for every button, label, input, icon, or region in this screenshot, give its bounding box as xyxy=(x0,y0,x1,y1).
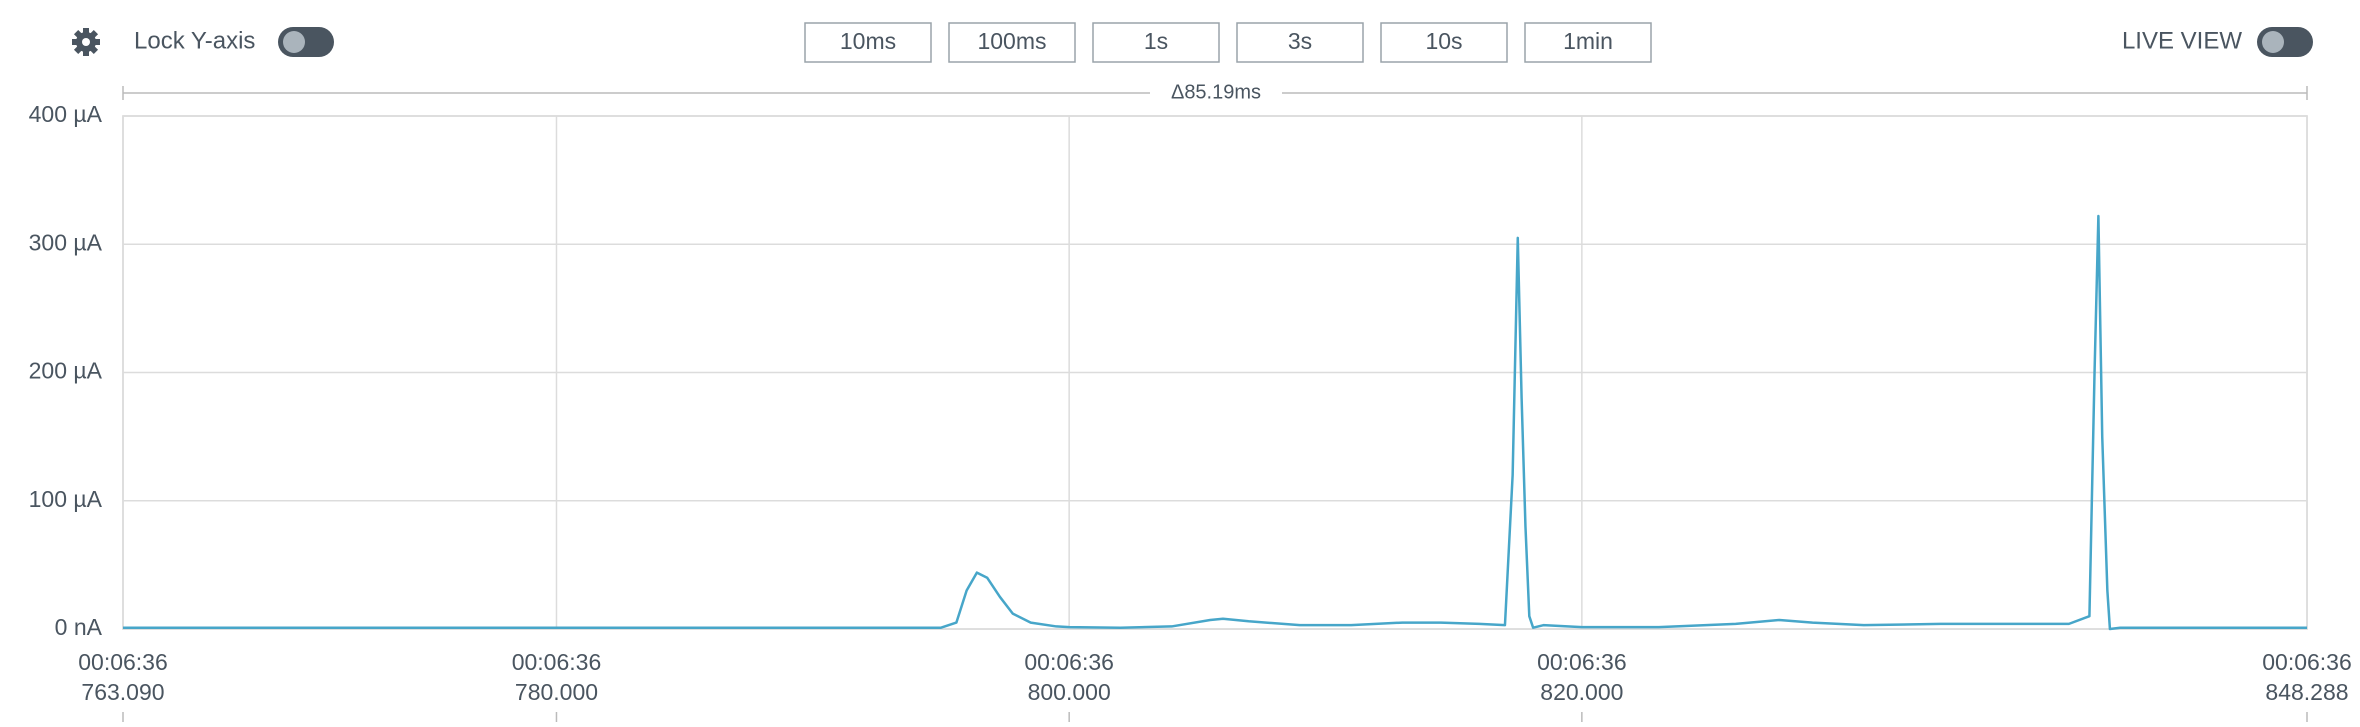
y-tick-label: 300 µA xyxy=(29,229,103,255)
button-frame xyxy=(1524,22,1652,63)
y-tick-label: 0 nA xyxy=(55,614,103,640)
x-tick-label: 00:06:36 xyxy=(78,649,168,675)
x-tick-label: 763.090 xyxy=(81,679,164,705)
button-label: 10ms xyxy=(840,28,896,54)
x-tick-label: 00:06:36 xyxy=(512,649,602,675)
zoom-button[interactable]: 10ms xyxy=(804,22,932,63)
lock-toggle[interactable] xyxy=(278,27,334,57)
x-tick-label: 800.000 xyxy=(1028,679,1111,705)
button-frame xyxy=(1092,22,1220,63)
button-label: 1min xyxy=(1563,28,1613,54)
zoom-button[interactable]: 100ms xyxy=(948,22,1076,63)
y-tick-label: 400 µA xyxy=(29,101,103,127)
button-label: 1s xyxy=(1144,28,1168,54)
lock-label: Lock Y-axis xyxy=(134,27,255,54)
button-frame xyxy=(804,22,932,63)
button-label: 3s xyxy=(1288,28,1312,54)
y-tick-label: 200 µA xyxy=(29,358,103,384)
delta-bar xyxy=(122,86,2308,100)
x-tick-label: 780.000 xyxy=(515,679,598,705)
button-label: 10s xyxy=(1425,28,1462,54)
button-label: 100ms xyxy=(977,28,1046,54)
x-tick-label: 00:06:36 xyxy=(1024,649,1114,675)
button-frame xyxy=(1236,22,1364,63)
zoom-button[interactable]: 1s xyxy=(1092,22,1220,63)
zoom-button[interactable]: 3s xyxy=(1236,22,1364,63)
x-tick-label: 00:06:36 xyxy=(2262,649,2352,675)
live-label: LIVE VIEW xyxy=(2122,27,2242,54)
delta-label: Δ85.19ms xyxy=(1171,81,1261,103)
y-tick-label: 100 µA xyxy=(29,486,103,512)
data-line xyxy=(123,214,2307,631)
button-frame xyxy=(1380,22,1508,63)
x-tick-label: 848.288 xyxy=(2265,679,2348,705)
x-tick-label: 00:06:36 xyxy=(1537,649,1627,675)
live-toggle[interactable] xyxy=(2257,27,2313,57)
x-tick-label: 820.000 xyxy=(1540,679,1623,705)
button-frame xyxy=(948,22,1076,63)
zoom-button[interactable]: 10s xyxy=(1380,22,1508,63)
zoom-button[interactable]: 1min xyxy=(1524,22,1652,63)
settings-icon[interactable] xyxy=(72,28,100,56)
